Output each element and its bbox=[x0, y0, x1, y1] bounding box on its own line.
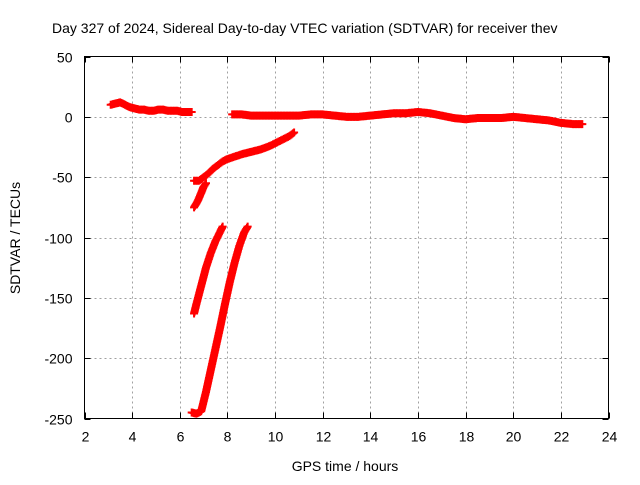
x-tick-label: 14 bbox=[363, 429, 379, 445]
x-tick-label: 18 bbox=[459, 429, 475, 445]
x-axis-label: GPS time / hours bbox=[292, 458, 399, 474]
x-tick-label: 2 bbox=[82, 429, 90, 445]
series-arc-b bbox=[190, 179, 210, 212]
data-point bbox=[218, 222, 227, 231]
series-main-arc bbox=[228, 108, 587, 129]
y-tick-label: -100 bbox=[44, 231, 72, 247]
data-point bbox=[290, 128, 299, 137]
plot-frame bbox=[84, 56, 609, 419]
chart-title: Day 327 of 2024, Sidereal Day-to-day VTE… bbox=[52, 20, 558, 36]
series-arc-a bbox=[190, 128, 299, 185]
y-tick-label: -250 bbox=[44, 412, 72, 428]
y-tick-label: -200 bbox=[44, 351, 72, 367]
series-arc-c bbox=[190, 222, 227, 318]
data-point bbox=[243, 222, 252, 231]
tick-layer: 2 4 6 8 10 12 14 16 18 20 22 24-250-200-150-100-500… bbox=[44, 50, 617, 445]
y-axis-label: SDTVAR / TECUs bbox=[7, 182, 23, 294]
x-tick-label: 24 bbox=[602, 429, 618, 445]
x-tick-label: 20 bbox=[506, 429, 522, 445]
x-tick-label: 4 bbox=[129, 429, 137, 445]
x-tick-label: 22 bbox=[554, 429, 570, 445]
x-tick-label: 6 bbox=[177, 429, 185, 445]
x-tick-label: 12 bbox=[316, 429, 332, 445]
series-early-arc bbox=[106, 98, 196, 117]
y-tick-label: -50 bbox=[52, 170, 72, 186]
data-point bbox=[578, 120, 587, 129]
data-layer bbox=[106, 98, 587, 418]
data-point bbox=[187, 108, 196, 117]
y-tick-label: -150 bbox=[44, 291, 72, 307]
y-tick-label: 0 bbox=[65, 110, 73, 126]
x-tick-label: 10 bbox=[268, 429, 284, 445]
y-tick-label: 50 bbox=[57, 50, 73, 66]
data-point bbox=[201, 179, 210, 188]
x-tick-label: 8 bbox=[224, 429, 232, 445]
series-arc-d bbox=[187, 222, 252, 418]
x-tick-label: 16 bbox=[411, 429, 427, 445]
